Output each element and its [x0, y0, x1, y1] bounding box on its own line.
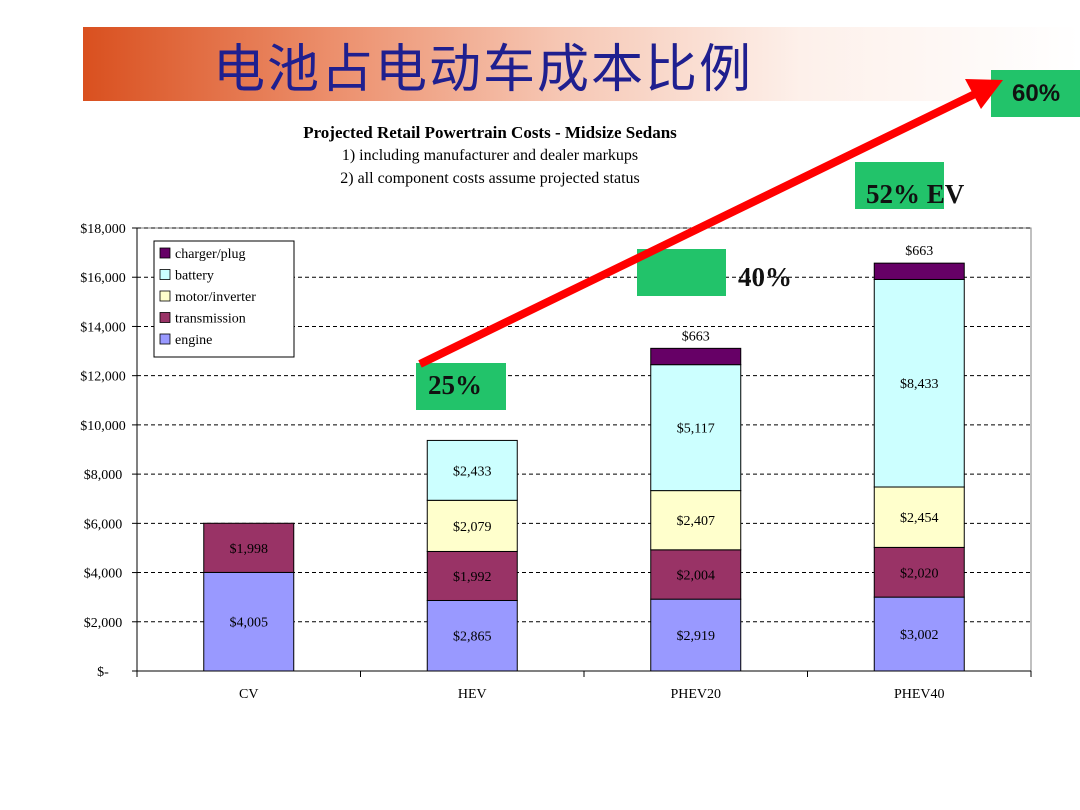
data-label: $2,454 — [900, 511, 939, 526]
bar-charger_plug — [650, 347, 742, 366]
data-label: $2,919 — [677, 629, 716, 644]
x-tick-label: CV — [239, 687, 258, 702]
data-label: $8,433 — [900, 377, 939, 392]
title-banner: 电池占电动车成本比例 — [83, 27, 1080, 101]
data-label: $5,117 — [677, 422, 715, 437]
y-tick-label: $6,000 — [84, 517, 123, 532]
y-tick-label: $2,000 — [84, 616, 123, 631]
y-tick-label: $14,000 — [80, 320, 126, 335]
bar-motor_inverter — [873, 486, 965, 548]
annotation-box-ev — [991, 70, 1080, 117]
legend — [153, 240, 295, 358]
data-label: $2,004 — [677, 568, 716, 583]
legend-swatch-battery — [159, 269, 171, 280]
y-tick-label: $- — [97, 665, 109, 680]
data-label: $663 — [905, 244, 933, 259]
legend-swatch-transmission — [159, 312, 171, 323]
annotation-ev: 60% — [1012, 80, 1061, 107]
annotation-phev40: 52% EV — [866, 179, 965, 209]
legend-label-charger_plug: charger/plug — [175, 247, 246, 262]
bar-engine — [203, 571, 295, 672]
annotation-hev: 25% — [428, 370, 482, 400]
legend-label-engine: engine — [175, 333, 212, 348]
x-tick-label: PHEV20 — [670, 687, 721, 702]
legend-swatch-motor_inverter — [159, 290, 171, 302]
bar-transmission — [426, 550, 518, 601]
legend-swatch-engine — [159, 333, 171, 345]
y-tick-label: $18,000 — [80, 222, 126, 237]
bar-transmission — [203, 522, 295, 573]
bar-battery — [426, 439, 518, 501]
bar-motor_inverter — [426, 499, 518, 552]
bar-charger_plug — [873, 262, 965, 280]
data-label: $2,407 — [677, 514, 716, 529]
y-tick-label: $4,000 — [84, 567, 123, 582]
annotation-box-hev — [416, 363, 506, 410]
y-tick-label: $12,000 — [80, 370, 126, 385]
x-tick-label: PHEV40 — [894, 687, 945, 702]
data-label: $2,865 — [453, 630, 492, 645]
bar-battery — [650, 364, 742, 492]
legend-label-motor_inverter: motor/inverter — [175, 290, 256, 305]
data-label: $663 — [682, 329, 710, 344]
data-label: $1,998 — [230, 542, 269, 557]
data-label: $2,020 — [900, 566, 939, 581]
legend-swatch-charger_plug — [159, 247, 171, 259]
data-label: $3,002 — [900, 628, 939, 643]
bar-engine — [873, 596, 965, 672]
slide-title: 电池占电动车成本比例 — [212, 39, 753, 100]
x-tick-label: HEV — [458, 687, 487, 702]
data-label: $2,433 — [453, 464, 492, 479]
bar-transmission — [873, 546, 965, 598]
y-tick-label: $10,000 — [80, 419, 126, 434]
y-tick-label: $8,000 — [84, 468, 123, 483]
data-label: $2,079 — [453, 520, 492, 535]
bar-engine — [426, 599, 518, 672]
data-label: $4,005 — [230, 616, 269, 631]
legend-label-transmission: transmission — [175, 312, 246, 327]
y-tick-label: $16,000 — [80, 271, 126, 286]
data-label: $1,992 — [453, 570, 492, 585]
legend-label-battery: battery — [175, 269, 214, 284]
annotation-phev20: 40% — [738, 262, 792, 292]
annotation-box-phev20 — [637, 249, 726, 296]
